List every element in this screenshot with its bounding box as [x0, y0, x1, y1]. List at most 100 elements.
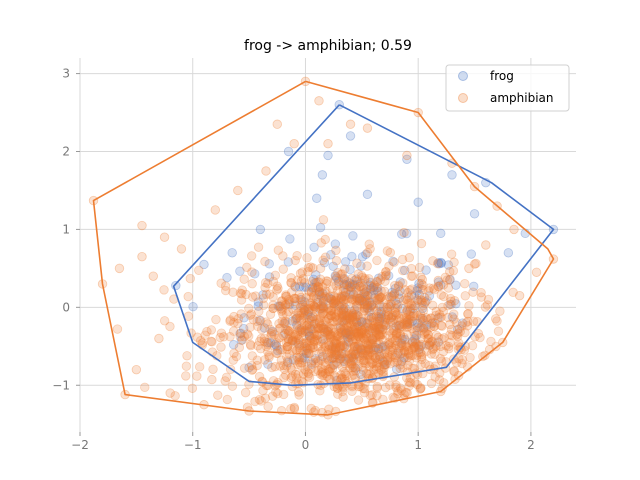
point-frog — [311, 270, 321, 280]
point-amphibian — [278, 251, 288, 261]
point-amphibian — [306, 286, 317, 297]
point-frog — [298, 282, 309, 292]
point-amphibian — [363, 321, 373, 331]
point-amphibian — [308, 342, 318, 353]
point-frog — [404, 318, 415, 328]
point-frog — [287, 316, 298, 326]
point-frog — [330, 271, 340, 281]
point-amphibian — [371, 333, 381, 343]
point-amphibian — [314, 96, 324, 106]
legend[interactable]: frog amphibian — [445, 64, 570, 112]
point-amphibian — [281, 370, 291, 380]
point-amphibian — [283, 336, 293, 347]
point-amphibian — [305, 301, 315, 311]
point-amphibian — [300, 325, 310, 336]
point-amphibian — [341, 354, 351, 365]
point-amphibian — [313, 323, 324, 333]
point-amphibian — [385, 359, 395, 369]
point-frog — [318, 322, 328, 333]
point-amphibian — [431, 341, 441, 351]
point-amphibian — [363, 350, 373, 360]
point-amphibian — [401, 294, 411, 304]
point-amphibian — [336, 294, 346, 305]
point-amphibian — [274, 318, 284, 329]
point-amphibian — [347, 370, 357, 381]
point-amphibian — [352, 341, 362, 352]
point-frog — [293, 339, 304, 349]
point-amphibian — [417, 350, 427, 360]
point-amphibian — [374, 291, 385, 301]
point-amphibian — [405, 310, 416, 321]
point-amphibian — [293, 359, 303, 370]
point-amphibian — [294, 324, 305, 335]
point-amphibian — [301, 293, 311, 303]
point-amphibian — [290, 337, 300, 347]
point-amphibian — [344, 349, 354, 359]
point-amphibian — [285, 325, 295, 336]
point-amphibian — [467, 341, 478, 351]
point-amphibian — [395, 331, 406, 341]
point-amphibian — [282, 317, 293, 328]
point-amphibian — [261, 317, 271, 327]
point-frog — [236, 335, 247, 345]
point-amphibian — [376, 292, 386, 303]
point-amphibian — [325, 333, 336, 343]
point-amphibian — [235, 332, 245, 342]
point-amphibian — [318, 255, 328, 265]
point-amphibian — [253, 242, 264, 252]
point-amphibian — [433, 281, 443, 291]
point-amphibian — [295, 268, 306, 279]
point-amphibian — [333, 389, 343, 399]
point-amphibian — [441, 341, 451, 351]
point-amphibian — [295, 336, 305, 346]
point-amphibian — [376, 292, 386, 302]
point-amphibian — [396, 341, 407, 351]
point-frog — [294, 282, 305, 292]
point-amphibian — [372, 255, 382, 266]
point-amphibian — [354, 321, 365, 332]
point-frog — [341, 287, 351, 298]
point-amphibian — [446, 296, 456, 307]
point-amphibian — [402, 388, 412, 398]
point-frog — [334, 301, 344, 311]
point-amphibian — [322, 354, 332, 364]
point-amphibian — [460, 279, 470, 289]
point-amphibian — [338, 309, 348, 319]
point-amphibian — [476, 292, 487, 302]
point-amphibian — [347, 273, 357, 284]
point-amphibian — [381, 270, 391, 280]
point-amphibian — [281, 325, 291, 335]
point-amphibian — [331, 299, 342, 309]
point-amphibian — [307, 277, 317, 287]
point-amphibian — [261, 341, 272, 352]
point-amphibian — [330, 345, 341, 356]
point-amphibian — [360, 303, 370, 313]
point-frog — [452, 324, 463, 335]
point-amphibian — [378, 302, 389, 313]
point-amphibian — [303, 348, 314, 358]
point-amphibian — [328, 298, 339, 309]
y-tick-label: 1 — [62, 222, 70, 236]
point-amphibian — [298, 308, 309, 318]
point-frog — [445, 299, 455, 309]
point-amphibian — [342, 320, 352, 331]
point-amphibian — [307, 324, 317, 335]
point-amphibian — [254, 306, 264, 317]
point-amphibian — [374, 330, 384, 340]
point-amphibian — [399, 313, 409, 323]
point-frog — [336, 293, 347, 304]
point-amphibian — [349, 275, 360, 286]
point-amphibian — [393, 346, 404, 356]
point-amphibian — [305, 332, 316, 343]
point-amphibian — [304, 304, 314, 315]
point-amphibian — [247, 351, 258, 361]
point-amphibian — [375, 332, 385, 342]
point-amphibian — [280, 316, 290, 326]
point-frog — [340, 303, 350, 313]
point-amphibian — [310, 358, 321, 368]
point-amphibian — [293, 330, 303, 340]
point-frog — [388, 256, 398, 266]
point-amphibian — [363, 369, 373, 379]
point-amphibian — [330, 297, 340, 308]
point-amphibian — [300, 310, 310, 320]
